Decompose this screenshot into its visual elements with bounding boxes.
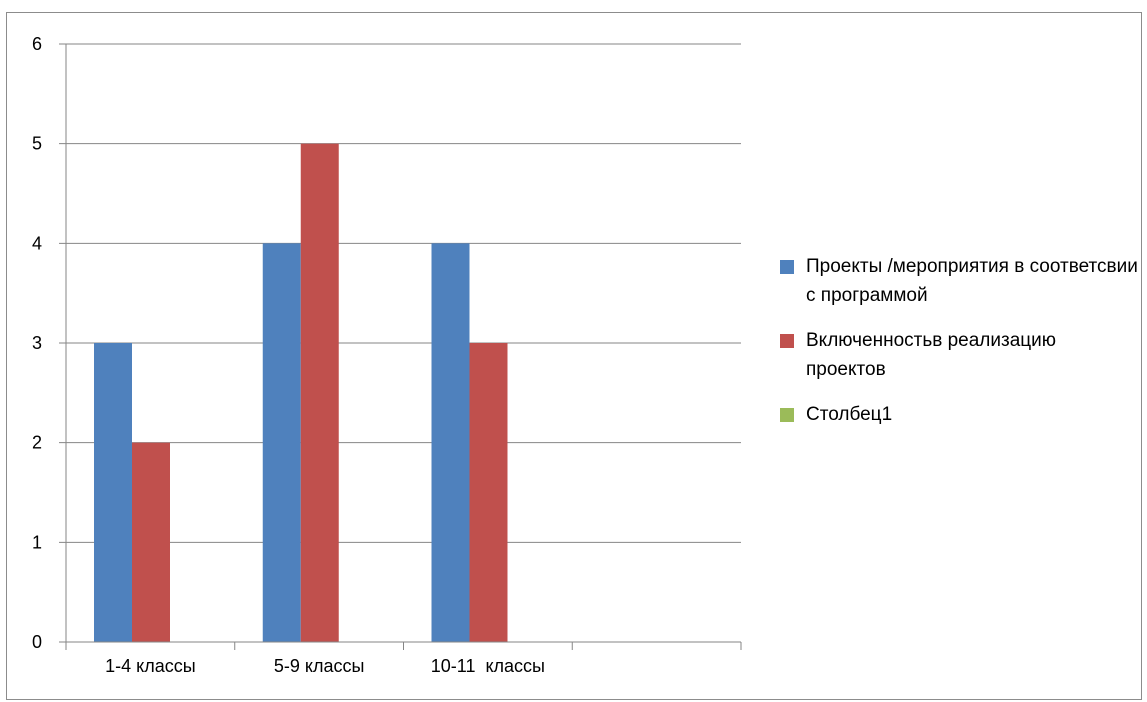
- bar-series-2-cat-1: [132, 442, 170, 642]
- x-tick-label-2: 5-9 классы: [274, 656, 365, 676]
- y-tick-label-5: 5: [32, 134, 42, 154]
- x-tick-label-3: 10-11 классы: [431, 656, 545, 676]
- y-tick-label-4: 4: [32, 233, 42, 253]
- bar-series-2-cat-2: [300, 143, 339, 642]
- legend: Проекты /мероприятия в соответсвии с про…: [780, 252, 1140, 445]
- legend-swatch-series-3: [780, 408, 794, 422]
- gridlines: [59, 43, 741, 543]
- y-tick-labels: 0 1 2 3 4 5 6: [32, 34, 42, 652]
- legend-label-series-3: Столбец1: [806, 404, 893, 425]
- y-tick-label-6: 6: [32, 34, 42, 54]
- legend-swatch-series-2: [780, 334, 794, 348]
- legend-item-series-2: Включенностьв реализацию проектов: [780, 326, 1140, 384]
- legend-label-series-2: Включенностьв реализацию проектов: [806, 330, 1057, 380]
- legend-item-series-1: Проекты /мероприятия в соответсвии с про…: [780, 252, 1140, 310]
- legend-label-series-1: Проекты /мероприятия в соответсвии с про…: [806, 256, 1138, 306]
- y-tick-label-3: 3: [32, 333, 42, 353]
- y-tick-label-2: 2: [32, 433, 42, 453]
- bar-series-1-cat-3: [431, 243, 470, 643]
- legend-item-series-3: Столбец1: [780, 400, 1140, 429]
- bar-series-2-cat-3: [469, 343, 508, 642]
- y-tick-label-1: 1: [32, 532, 42, 552]
- bars: [94, 143, 508, 643]
- axes: [59, 44, 742, 650]
- chart-frame: [6, 12, 1142, 700]
- x-tick-label-1: 1-4 классы: [105, 656, 196, 676]
- bar-series-1-cat-2: [262, 243, 301, 643]
- x-tick-labels: 1-4 классы 5-9 классы 10-11 классы: [105, 656, 545, 676]
- bar-series-1-cat-1: [94, 343, 132, 642]
- y-tick-label-0: 0: [32, 632, 42, 652]
- legend-swatch-series-1: [780, 260, 794, 274]
